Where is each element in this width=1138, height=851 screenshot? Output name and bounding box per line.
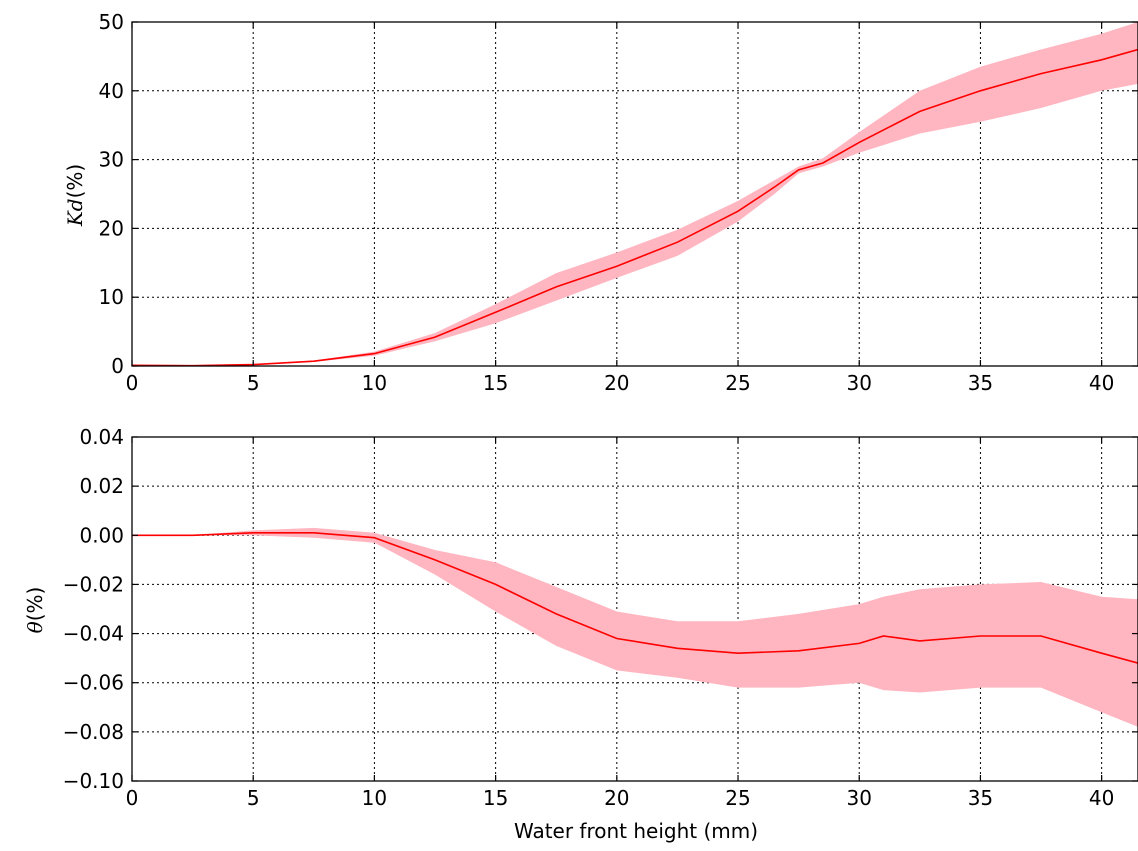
kd-y-tick-label: 40: [99, 79, 124, 103]
theta-y-tick-label: −0.04: [63, 622, 124, 646]
theta-x-tick-label: 25: [725, 786, 750, 810]
theta-y-tick-label: −0.02: [63, 572, 124, 596]
svg-text:Kd(%): Kd(%): [63, 164, 87, 227]
kd-x-tick-label: 40: [1089, 371, 1114, 395]
kd-mean-line: [131, 48, 1138, 367]
kd-y-tick-label: 30: [99, 148, 124, 172]
kd-y-tick-label: 20: [99, 216, 124, 240]
theta-x-tick-label: 10: [362, 786, 387, 810]
svg-text:θ(%): θ(%): [23, 587, 47, 634]
kd-x-tick-label: 10: [362, 371, 387, 395]
kd-y-axis-label-math: Kd: [63, 198, 87, 227]
theta-x-tick-label: 15: [483, 786, 508, 810]
theta-ticks: 0 5 10 15 20 25 30 35 40 −0.10 −0.08 −0.06 −0.04 −0.0…: [63, 425, 1138, 810]
theta-line-layer: [132, 531, 1138, 664]
theta-y-tick-label: 0.04: [79, 425, 124, 449]
kd-x-tick-label: 15: [483, 371, 508, 395]
theta-band-layer: [132, 527, 1138, 727]
theta-x-tick-label: 30: [847, 786, 872, 810]
kd-x-tick-label: 30: [847, 371, 872, 395]
kd-x-tick-label: 35: [968, 371, 993, 395]
kd-y-tick-label: 0: [111, 354, 124, 378]
theta-plot-frame: [131, 436, 1138, 782]
theta-y-tick-label: 0.02: [79, 474, 124, 498]
theta-y-axis-label-math: θ: [23, 621, 47, 633]
theta-y-axis-label-unit: (%): [23, 587, 47, 622]
kd-x-tick-label: 0: [126, 371, 139, 395]
kd-panel: 0 5 10 15 20 25 30 35 40 0 10 20 30 40 50 Kd(%): [63, 10, 1138, 395]
theta-confidence-band: [132, 527, 1138, 727]
kd-y-axis-label: Kd(%): [63, 164, 87, 227]
kd-plot-frame: [131, 21, 1138, 367]
theta-y-tick-label: 0.00: [79, 523, 124, 547]
theta-x-tick-label: 40: [1089, 786, 1114, 810]
theta-y-tick-label: −0.10: [63, 769, 124, 793]
theta-y-tick-label: −0.08: [63, 720, 124, 744]
kd-x-tick-label: 5: [247, 371, 260, 395]
kd-x-tick-label: 25: [725, 371, 750, 395]
kd-line-layer: [131, 48, 1138, 367]
theta-x-tick-label: 5: [247, 786, 260, 810]
kd-x-tick-label: 20: [604, 371, 629, 395]
x-axis-label: Water front height (mm): [514, 819, 758, 843]
theta-panel: 0 5 10 15 20 25 30 35 40 −0.10 −0.08 −0.06 −0.04 −0.0…: [23, 425, 1138, 843]
kd-y-tick-label: 50: [99, 10, 124, 34]
kd-ticks: 0 5 10 15 20 25 30 35 40 0 10 20 30 40 50: [99, 10, 1138, 395]
kd-grid: [132, 22, 1138, 366]
theta-x-tick-label: 35: [968, 786, 993, 810]
kd-band-layer: [132, 22, 1138, 366]
theta-mean-line: [132, 531, 1138, 664]
theta-y-axis-label: θ(%): [23, 587, 47, 634]
theta-x-tick-label: 0: [126, 786, 139, 810]
theta-y-tick-label: −0.06: [63, 671, 124, 695]
theta-x-tick-label: 20: [604, 786, 629, 810]
kd-confidence-band: [132, 22, 1138, 366]
kd-y-axis-label-unit: (%): [63, 164, 87, 199]
kd-y-tick-label: 10: [99, 285, 124, 309]
